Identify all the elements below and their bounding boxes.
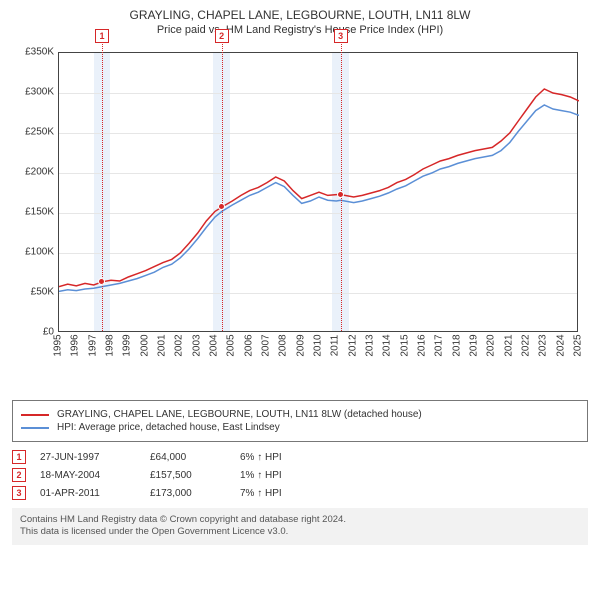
event-price: £157,500 <box>150 470 240 481</box>
x-tick-label: 2025 <box>573 334 584 356</box>
event-price: £64,000 <box>150 452 240 463</box>
x-tick-label: 2009 <box>295 334 306 356</box>
x-tick-label: 2004 <box>209 334 220 356</box>
y-tick-label: £150K <box>12 207 54 218</box>
event-row: 2 18-MAY-2004£157,5001% ↑ HPI <box>12 468 588 482</box>
series-line-0 <box>59 89 579 287</box>
event-guideline <box>102 35 103 331</box>
x-tick-label: 2018 <box>451 334 462 356</box>
event-date: 27-JUN-1997 <box>40 452 150 463</box>
y-tick-label: £0 <box>12 327 54 338</box>
x-tick-label: 2023 <box>538 334 549 356</box>
event-dot <box>98 278 105 285</box>
x-tick-label: 2012 <box>347 334 358 356</box>
y-tick-label: £50K <box>12 287 54 298</box>
x-tick-label: 2002 <box>174 334 185 356</box>
x-tick-label: 1998 <box>105 334 116 356</box>
event-dot <box>337 191 344 198</box>
chart-title: GRAYLING, CHAPEL LANE, LEGBOURNE, LOUTH,… <box>12 8 588 22</box>
x-tick-label: 1996 <box>70 334 81 356</box>
event-number-box: 3 <box>12 486 26 500</box>
event-pct: 1% ↑ HPI <box>240 470 340 481</box>
y-tick-label: £350K <box>12 47 54 58</box>
event-price: £173,000 <box>150 488 240 499</box>
event-date: 18-MAY-2004 <box>40 470 150 481</box>
x-tick-label: 2008 <box>278 334 289 356</box>
x-tick-label: 1999 <box>122 334 133 356</box>
chart: £0 £50K £100K £150K £200K £250K £300K £350K 123… <box>12 42 588 372</box>
x-tick-label: 2010 <box>313 334 324 356</box>
x-tick-label: 1995 <box>53 334 64 356</box>
x-tick-label: 2007 <box>261 334 272 356</box>
x-tick-label: 2011 <box>330 335 341 357</box>
event-number-box: 2 <box>12 468 26 482</box>
y-tick-label: £300K <box>12 87 54 98</box>
y-tick-label: £250K <box>12 127 54 138</box>
legend-label: GRAYLING, CHAPEL LANE, LEGBOURNE, LOUTH,… <box>57 409 422 420</box>
event-guideline <box>222 35 223 331</box>
x-tick-label: 2014 <box>382 334 393 356</box>
x-tick-label: 2013 <box>365 334 376 356</box>
y-tick-label: £100K <box>12 247 54 258</box>
events-table: 1 27-JUN-1997£64,0006% ↑ HPI 2 18-MAY-2004£… <box>12 450 588 500</box>
x-tick-label: 1997 <box>87 334 98 356</box>
legend-swatch <box>21 414 49 416</box>
event-dot <box>218 203 225 210</box>
series-line-1 <box>59 105 579 291</box>
legend: GRAYLING, CHAPEL LANE, LEGBOURNE, LOUTH,… <box>12 400 588 442</box>
x-tick-label: 2003 <box>191 334 202 356</box>
event-number-box: 1 <box>12 450 26 464</box>
x-tick-label: 2005 <box>226 334 237 356</box>
event-marker: 1 <box>95 29 109 43</box>
event-row: 1 27-JUN-1997£64,0006% ↑ HPI <box>12 450 588 464</box>
event-marker: 3 <box>334 29 348 43</box>
x-tick-label: 2001 <box>157 334 168 356</box>
event-guideline <box>341 35 342 331</box>
legend-label: HPI: Average price, detached house, East… <box>57 422 280 433</box>
x-tick-label: 2006 <box>243 334 254 356</box>
x-tick-label: 2017 <box>434 334 445 356</box>
event-pct: 6% ↑ HPI <box>240 452 340 463</box>
event-pct: 7% ↑ HPI <box>240 488 340 499</box>
x-tick-label: 2016 <box>417 334 428 356</box>
x-tick-label: 2015 <box>399 334 410 356</box>
footer: Contains HM Land Registry data © Crown c… <box>12 508 588 545</box>
legend-row: GRAYLING, CHAPEL LANE, LEGBOURNE, LOUTH,… <box>21 409 579 420</box>
x-tick-label: 2000 <box>139 334 150 356</box>
footer-line-1: Contains HM Land Registry data © Crown c… <box>20 514 580 526</box>
series-svg <box>59 53 579 333</box>
legend-swatch <box>21 427 49 429</box>
plot-area: 123 <box>58 52 578 332</box>
event-date: 01-APR-2011 <box>40 488 150 499</box>
x-tick-label: 2019 <box>469 334 480 356</box>
x-tick-label: 2022 <box>521 334 532 356</box>
y-tick-label: £200K <box>12 167 54 178</box>
event-marker: 2 <box>215 29 229 43</box>
x-tick-label: 2020 <box>486 334 497 356</box>
legend-row: HPI: Average price, detached house, East… <box>21 422 579 433</box>
event-row: 3 01-APR-2011£173,0007% ↑ HPI <box>12 486 588 500</box>
x-tick-label: 2024 <box>555 334 566 356</box>
x-tick-label: 2021 <box>503 334 514 356</box>
footer-line-2: This data is licensed under the Open Gov… <box>20 526 580 538</box>
